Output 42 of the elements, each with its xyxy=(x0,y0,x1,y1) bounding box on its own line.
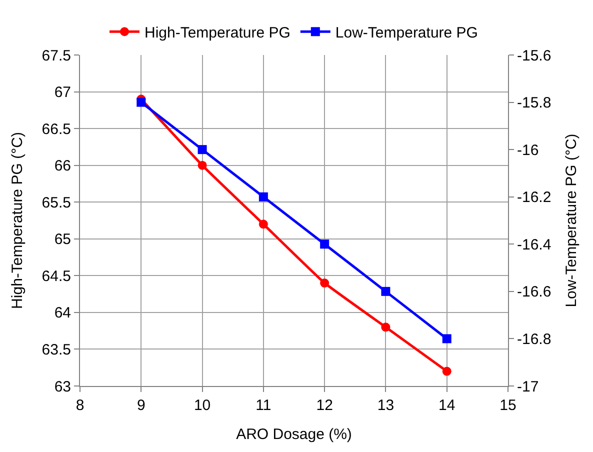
point xyxy=(136,98,146,107)
y2-tick-label: -16.6 xyxy=(517,284,552,301)
y-tick-label: 64.5 xyxy=(42,268,71,285)
y2-axis-title: Low-Temperature PG (°C) xyxy=(563,134,580,308)
legend-label: High-Temperature PG xyxy=(144,24,290,42)
y2-tick-label: -16.8 xyxy=(517,330,552,348)
x-tick-label: 13 xyxy=(377,397,394,414)
x-axis-title: ARO Dosage (%) xyxy=(236,426,352,443)
y2-tick-label: -15.8 xyxy=(517,94,552,112)
point xyxy=(320,278,330,288)
y2-tick-label: -17 xyxy=(517,378,539,396)
y-axis-title: High-Temperature PG (°C) xyxy=(9,132,26,309)
x-tick-label: 14 xyxy=(438,397,456,414)
y2-tick-label: -16 xyxy=(517,142,539,159)
x-tick-label: 10 xyxy=(194,397,211,414)
x-tick-label: 12 xyxy=(316,397,333,414)
point xyxy=(381,322,390,332)
point xyxy=(258,220,268,229)
point xyxy=(381,286,390,296)
y-tick-label: 65 xyxy=(54,231,71,248)
x-tick-label: 15 xyxy=(500,397,516,414)
legend-label: Low-Temperature PG xyxy=(335,24,478,42)
y-tick-label: 63 xyxy=(54,378,71,396)
y-tick-label: 67 xyxy=(54,84,71,102)
y-tick-label: 66.5 xyxy=(42,120,71,138)
y2-tick-label: -16.4 xyxy=(517,236,552,254)
point xyxy=(442,366,452,376)
x-tick-label: 8 xyxy=(76,397,84,414)
y-tick-label: 63.5 xyxy=(42,341,71,358)
point xyxy=(198,145,207,154)
y-tick-label: 66 xyxy=(54,158,71,175)
point xyxy=(198,160,207,170)
y2-tick-label: -15.6 xyxy=(517,47,552,64)
x-tick-label: 11 xyxy=(256,397,272,414)
point xyxy=(320,240,330,249)
point xyxy=(442,334,452,344)
x-tick-label: 9 xyxy=(136,397,146,414)
y-tick-label: 65.5 xyxy=(42,194,71,212)
point xyxy=(258,192,268,202)
y2-tick-label: -16.2 xyxy=(517,189,552,206)
y-tick-label: 64 xyxy=(54,304,71,322)
y-tick-label: 67.5 xyxy=(42,47,71,64)
